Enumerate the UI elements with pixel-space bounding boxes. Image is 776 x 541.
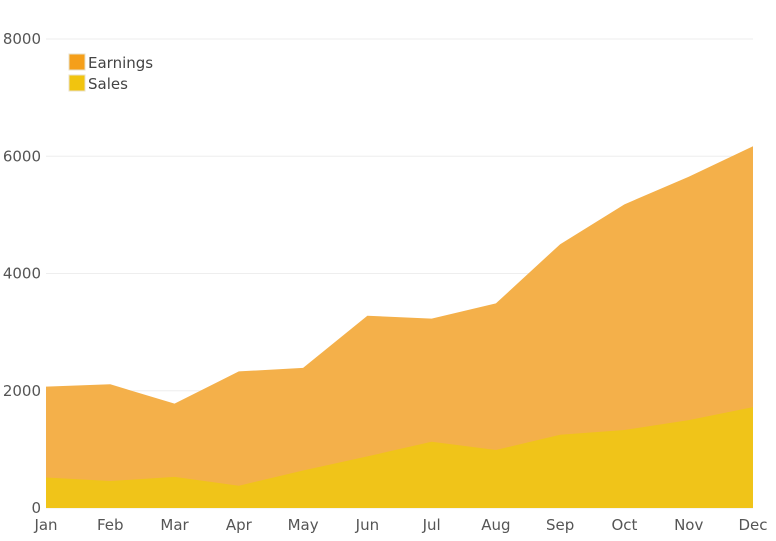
legend-swatch — [68, 74, 86, 92]
x-tick-label: Apr — [226, 516, 253, 534]
area-sales[interactable] — [46, 407, 753, 508]
x-tick-label: Jan — [33, 516, 57, 534]
legend-swatch — [68, 53, 86, 71]
x-axis-ticks: Jan Feb Mar Apr May Jun Jul Aug Sep Oct Nov Dec — [33, 516, 767, 534]
legend-item-sales[interactable]: Sales — [68, 74, 128, 93]
x-tick-label: Mar — [160, 516, 189, 534]
x-tick-label: Feb — [97, 516, 124, 534]
x-tick-label: Dec — [738, 516, 767, 534]
legend-item-earnings[interactable]: Earnings — [68, 53, 153, 72]
x-tick-label: Nov — [674, 516, 703, 534]
areas — [46, 146, 753, 508]
y-tick-label: 2000 — [3, 382, 41, 400]
x-tick-label: May — [288, 516, 319, 534]
legend-label: Earnings — [88, 54, 153, 72]
y-tick-label: 4000 — [3, 265, 41, 283]
y-tick-label: 8000 — [3, 30, 41, 48]
x-tick-label: Jun — [355, 516, 379, 534]
legend-label: Sales — [88, 75, 128, 93]
x-tick-label: Jul — [422, 516, 441, 534]
x-tick-label: Sep — [546, 516, 574, 534]
y-tick-label: 0 — [31, 499, 41, 517]
x-tick-label: Oct — [611, 516, 637, 534]
x-tick-label: Aug — [481, 516, 510, 534]
y-axis-ticks: 0 2000 4000 6000 8000 — [3, 30, 41, 517]
y-tick-label: 6000 — [3, 147, 41, 165]
area-earnings[interactable] — [46, 146, 753, 508]
legend[interactable]: Earnings Sales — [68, 53, 153, 93]
